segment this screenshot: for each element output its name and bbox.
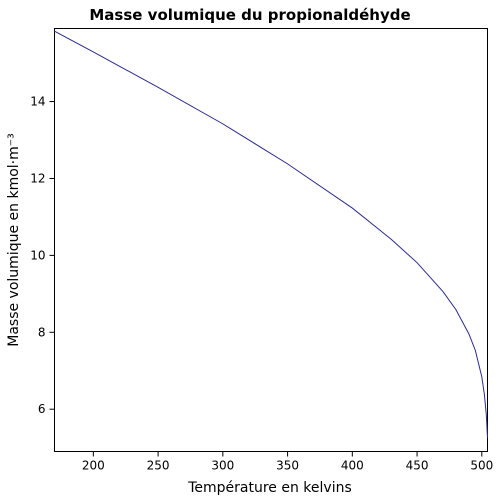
chart-title: Masse volumique du propionaldéhyde bbox=[89, 6, 410, 24]
y-axis: 6 8 10 12 14 bbox=[30, 95, 55, 416]
x-tick-label-350: 350 bbox=[276, 459, 299, 473]
x-tick-label-300: 300 bbox=[211, 459, 234, 473]
y-axis-label: Masse volumique en kmol·m⁻³ bbox=[6, 133, 22, 347]
y-tick-label-12: 12 bbox=[30, 171, 45, 185]
y-tick-label-10: 10 bbox=[30, 248, 45, 262]
x-tick-label-250: 250 bbox=[147, 459, 170, 473]
y-tick-label-8: 8 bbox=[38, 325, 46, 339]
x-tick-label-450: 450 bbox=[406, 459, 429, 473]
series-line-0 bbox=[54, 30, 488, 438]
x-tick-label-400: 400 bbox=[341, 459, 364, 473]
x-axis: 200 250 300 350 400 450 500 bbox=[82, 451, 493, 473]
x-axis-label: Température en kelvins bbox=[187, 480, 352, 496]
series-layer bbox=[54, 30, 488, 438]
x-tick-label-200: 200 bbox=[82, 459, 105, 473]
y-tick-label-14: 14 bbox=[30, 95, 45, 109]
plot-frame bbox=[54, 28, 488, 452]
y-tick-label-6: 6 bbox=[38, 402, 46, 416]
x-tick-label-500: 500 bbox=[470, 459, 493, 473]
